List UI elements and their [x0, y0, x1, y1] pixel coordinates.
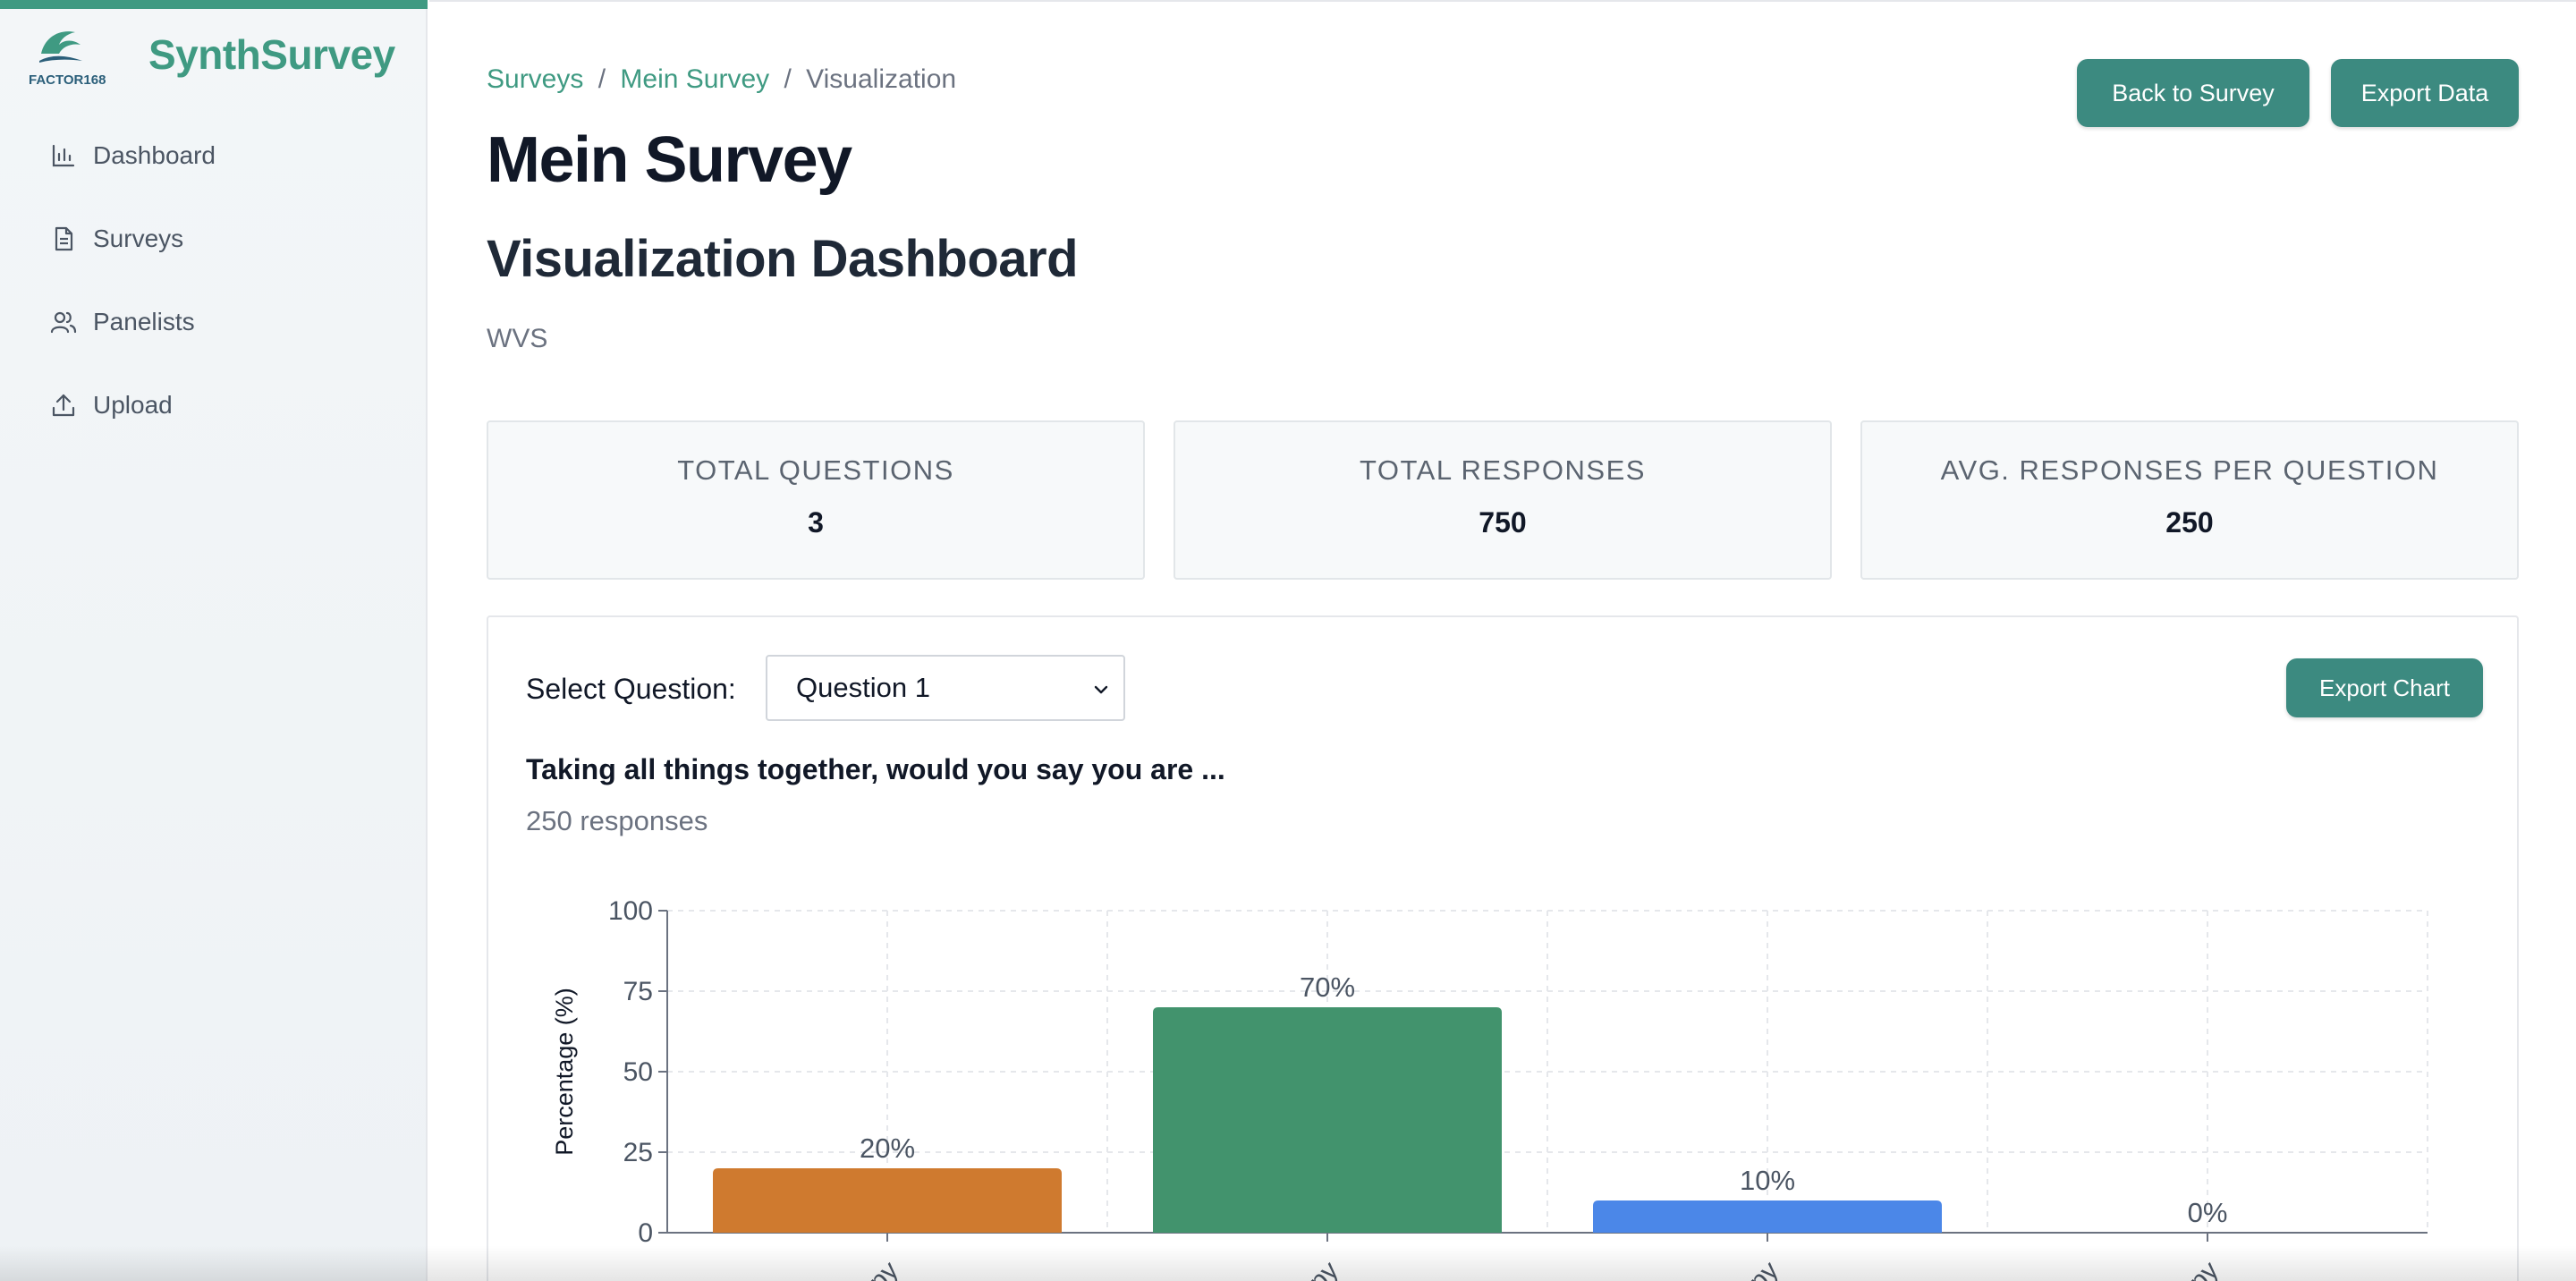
- page-title: Mein Survey: [487, 124, 852, 196]
- data-label: 10%: [1740, 1165, 1795, 1196]
- sidebar-accent-bar: [0, 0, 428, 9]
- sidebar-item-dashboard[interactable]: Dashboard: [50, 134, 216, 177]
- breadcrumb-mein-survey[interactable]: Mein Survey: [620, 64, 770, 94]
- sidebar-nav: Dashboard Surveys Panelists: [50, 134, 216, 467]
- x-tick-label: ppy: [1292, 1256, 1344, 1281]
- stat-card-avg-responses: AVG. RESPONSES PER QUESTION 250: [1860, 420, 2519, 580]
- export-chart-button[interactable]: Export Chart: [2286, 658, 2483, 717]
- y-axis-label: Percentage (%): [551, 988, 578, 1156]
- top-divider: [429, 0, 2576, 2]
- stat-label: TOTAL QUESTIONS: [677, 454, 954, 486]
- factor168-logo: FACTOR168: [29, 27, 106, 88]
- y-tick-label: 50: [623, 1057, 653, 1087]
- app-name: SynthSurvey: [148, 31, 395, 78]
- select-question-label: Select Question:: [526, 673, 736, 705]
- y-tick-label: 25: [623, 1138, 653, 1167]
- breadcrumb-separator: /: [597, 64, 606, 94]
- stat-card-total-questions: TOTAL QUESTIONS 3: [487, 420, 1145, 580]
- brand[interactable]: FACTOR168 SynthSurvey: [29, 27, 395, 88]
- x-tick-label: ppy: [2173, 1256, 2224, 1281]
- stat-value: 250: [2165, 506, 2214, 539]
- breadcrumb: Surveys / Mein Survey / Visualization: [487, 64, 956, 95]
- stat-label: TOTAL RESPONSES: [1360, 454, 1646, 486]
- y-tick-label: 0: [638, 1218, 653, 1248]
- sidebar: FACTOR168 SynthSurvey Dashboard Surveys: [0, 0, 428, 1281]
- section-title: Visualization Dashboard: [487, 230, 1079, 288]
- bar: [1153, 1007, 1502, 1233]
- response-count: 250 responses: [526, 805, 708, 836]
- back-to-survey-button[interactable]: Back to Survey: [2077, 59, 2309, 127]
- chevron-down-icon: [1089, 676, 1113, 700]
- data-label: 70%: [1300, 971, 1355, 1003]
- y-tick-label: 75: [623, 977, 653, 1006]
- question-select[interactable]: Question 1: [766, 655, 1125, 721]
- x-tick-label: ppy: [852, 1256, 904, 1281]
- x-tick-label: ppy: [1733, 1256, 1784, 1281]
- sidebar-item-label: Dashboard: [93, 141, 216, 169]
- document-icon: [50, 225, 77, 252]
- breadcrumb-current: Visualization: [806, 64, 957, 94]
- export-data-button[interactable]: Export Data: [2331, 59, 2519, 127]
- sidebar-item-panelists[interactable]: Panelists: [50, 301, 216, 344]
- main-content: Surveys / Mein Survey / Visualization Me…: [429, 0, 2576, 1281]
- stat-value: 3: [808, 506, 824, 539]
- users-icon: [50, 309, 77, 335]
- sidebar-item-upload[interactable]: Upload: [50, 384, 216, 427]
- bar: [713, 1168, 1062, 1233]
- sidebar-item-label: Panelists: [93, 308, 195, 335]
- chart-card: Select Question: Question 1 Export Chart…: [487, 615, 2519, 1281]
- bar-chart: 0 25 50 75 100 Percentage (%) 20% ppy 70% ppy 10% p…: [551, 896, 2428, 1281]
- sidebar-item-surveys[interactable]: Surveys: [50, 217, 216, 260]
- survey-subtitle: WVS: [487, 324, 548, 353]
- breadcrumb-separator: /: [784, 64, 792, 94]
- sidebar-item-label: Upload: [93, 391, 173, 419]
- bar-chart-icon: [50, 142, 77, 169]
- sidebar-item-label: Surveys: [93, 225, 184, 252]
- y-tick-label: 100: [608, 896, 653, 926]
- bar: [1593, 1200, 1942, 1233]
- stat-card-total-responses: TOTAL RESPONSES 750: [1174, 420, 1832, 580]
- data-label: 20%: [860, 1133, 915, 1164]
- stat-label: AVG. RESPONSES PER QUESTION: [1940, 454, 2439, 486]
- question-select-value: Question 1: [796, 672, 930, 703]
- data-label: 0%: [2188, 1197, 2228, 1228]
- stat-value: 750: [1479, 506, 1527, 539]
- question-text: Taking all things together, would you sa…: [526, 753, 1225, 785]
- breadcrumb-surveys[interactable]: Surveys: [487, 64, 584, 94]
- upload-icon: [50, 392, 77, 419]
